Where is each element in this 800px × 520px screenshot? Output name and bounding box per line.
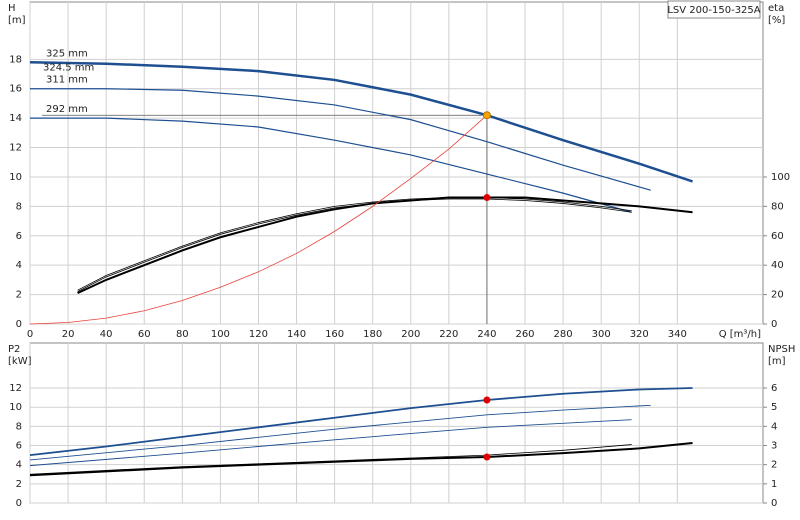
x-tick-label: 260 [515,329,534,340]
y2-tick-label: 0 [771,498,777,509]
x-tick-label: 280 [554,329,573,340]
y2-tick-label: 60 [771,231,784,242]
y-tick-label: 18 [9,54,22,65]
x-tick-label: 100 [211,329,230,340]
x-tick-label: 160 [325,329,344,340]
y-tick-label: 2 [16,479,22,490]
operating-point [483,194,491,202]
y2-tick-label: 4 [771,421,777,432]
y-tick-label: 0 [16,319,22,330]
y-tick-label: 2 [16,290,22,301]
y-tick-label: 12 [9,143,22,154]
y2-tick-label: 2 [771,460,777,471]
y2-axis-unit: [m] [768,356,786,367]
curve [77,198,632,293]
x-tick-label: 20 [62,329,75,340]
curve [30,117,632,213]
x-tick-label: 140 [287,329,306,340]
y-axis-label: H [8,3,16,14]
y-tick-label: 12 [9,383,22,394]
x-tick-label: 40 [100,329,113,340]
operating-point [482,111,491,120]
y2-tick-label: 6 [771,383,777,394]
y2-axis-label: NPSH [768,344,795,355]
y-tick-label: 4 [16,460,22,471]
curve-label: 292 mm [46,104,88,115]
y2-tick-label: 80 [771,201,784,212]
y-axis-label: P2 [8,344,20,355]
operating-point [483,453,491,461]
y2-axis-label: eta [768,3,784,14]
y-axis-unit: [kW] [8,356,32,367]
x-tick-label: 220 [439,329,458,340]
y-tick-label: 8 [16,421,22,432]
x-tick-label: 320 [630,329,649,340]
curve [29,419,632,467]
y-tick-label: 6 [16,231,22,242]
x-tick-label: 340 [668,329,687,340]
curve-label: 311 mm [46,75,88,86]
y2-axis-unit: [%] [768,15,785,26]
x-tick-label: 0 [27,329,33,340]
plot-frame [29,1,764,325]
operating-point [483,396,491,404]
title-box [667,0,761,19]
curve [29,442,693,477]
x-tick-label: 80 [176,329,189,340]
y2-tick-label: 100 [771,172,790,183]
curve-annotation: 324.5 mm [43,62,94,73]
x-tick-label: 300 [592,329,611,340]
curve-label: 325 mm [46,48,88,59]
curve [29,61,693,183]
x-axis-label: Q [m³/h] [719,329,761,340]
y-axis-unit: [m] [8,15,26,26]
y2-tick-label: 40 [771,260,784,271]
x-tick-label: 180 [363,329,382,340]
y-tick-label: 10 [9,402,22,413]
y2-tick-label: 5 [771,402,777,413]
curve [29,444,632,475]
y-tick-label: 10 [9,172,22,183]
y-tick-label: 0 [16,498,22,509]
y-tick-label: 4 [16,260,22,271]
y2-tick-label: 20 [771,290,784,301]
y-tick-label: 8 [16,201,22,212]
x-tick-label: 60 [138,329,151,340]
y2-tick-label: 1 [771,479,777,490]
y-tick-label: 16 [9,84,22,95]
y-tick-label: 6 [16,441,22,452]
x-tick-label: 120 [249,329,268,340]
curve [77,196,693,295]
x-tick-label: 240 [477,329,496,340]
curve [29,404,651,461]
curve [30,88,651,191]
curve [77,197,632,291]
y-tick-label: 14 [9,113,22,124]
y2-tick-label: 3 [771,441,777,452]
curve [29,114,488,325]
chart-title: LSV 200-150-325A [667,5,760,16]
x-tick-label: 200 [401,329,420,340]
curve [29,387,693,456]
y2-tick-label: 0 [771,319,777,330]
